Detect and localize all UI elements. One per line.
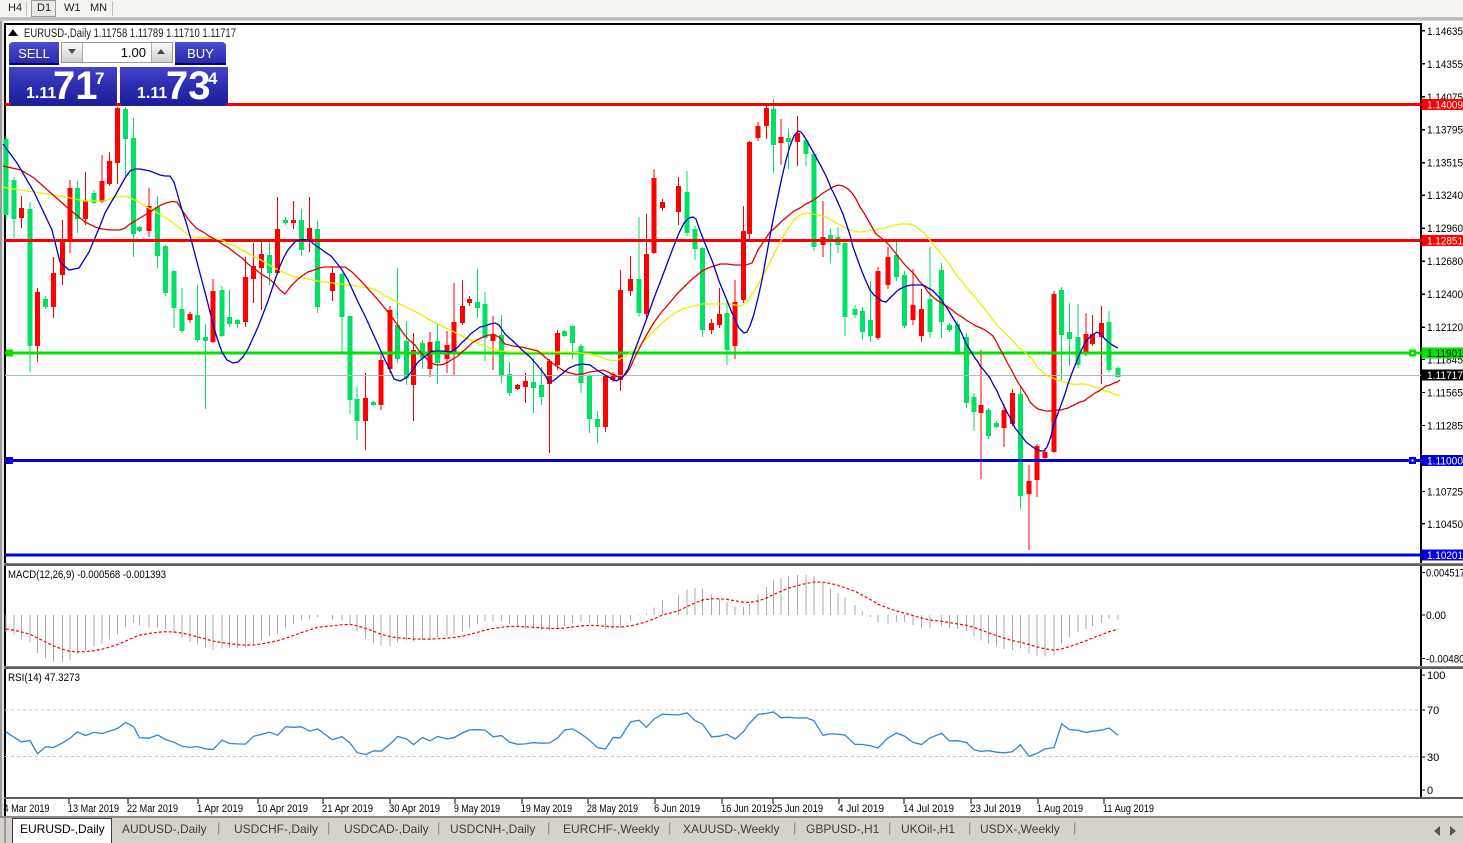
svg-text:70: 70 xyxy=(1427,705,1439,717)
svg-text:30 Apr 2019: 30 Apr 2019 xyxy=(389,803,440,815)
svg-text:1.10725: 1.10725 xyxy=(1427,487,1463,499)
svg-text:1.11285: 1.11285 xyxy=(1427,421,1463,433)
svg-text:1.11717: 1.11717 xyxy=(1427,370,1463,382)
svg-text:1.10201: 1.10201 xyxy=(1427,550,1463,562)
svg-text:1.13515: 1.13515 xyxy=(1427,158,1463,170)
svg-text:25 Jun 2019: 25 Jun 2019 xyxy=(772,803,823,815)
svg-text:9 May 2019: 9 May 2019 xyxy=(454,803,500,815)
svg-text:1 Apr 2019: 1 Apr 2019 xyxy=(197,803,243,815)
svg-text:1.13240: 1.13240 xyxy=(1427,190,1463,202)
svg-text:100: 100 xyxy=(1427,670,1445,682)
svg-text:19 May 2019: 19 May 2019 xyxy=(521,803,572,815)
svg-text:1.12680: 1.12680 xyxy=(1427,256,1463,268)
svg-text:1.11565: 1.11565 xyxy=(1427,388,1463,400)
svg-text:1 Aug 2019: 1 Aug 2019 xyxy=(1037,803,1083,815)
svg-text:0: 0 xyxy=(1427,785,1433,797)
svg-text:1.12400: 1.12400 xyxy=(1427,289,1463,301)
svg-text:1.10450: 1.10450 xyxy=(1427,519,1463,531)
svg-text:4 Mar 2019: 4 Mar 2019 xyxy=(4,803,50,815)
svg-text:0.00: 0.00 xyxy=(1426,610,1446,622)
svg-text:11 Aug 2019: 11 Aug 2019 xyxy=(1103,803,1154,815)
svg-text:MACD(12,26,9) -0.000568 -0.001: MACD(12,26,9) -0.000568 -0.001393 xyxy=(8,569,166,581)
svg-text:21 Apr 2019: 21 Apr 2019 xyxy=(322,803,373,815)
svg-text:16 Jun 2019: 16 Jun 2019 xyxy=(721,803,772,815)
svg-text:30: 30 xyxy=(1427,752,1439,764)
svg-text:13 Mar 2019: 13 Mar 2019 xyxy=(68,803,119,815)
svg-text:1.12960: 1.12960 xyxy=(1427,223,1463,235)
svg-text:1.12120: 1.12120 xyxy=(1427,322,1463,334)
svg-text:-0.004806: -0.004806 xyxy=(1426,654,1463,666)
svg-text:0.004517: 0.004517 xyxy=(1426,568,1463,580)
svg-text:23 Jul 2019: 23 Jul 2019 xyxy=(970,803,1021,815)
svg-text:EURUSD-,Daily 1.11758 1.11789: EURUSD-,Daily 1.11758 1.11789 1.11710 1.… xyxy=(24,28,236,40)
svg-text:1.14635: 1.14635 xyxy=(1427,26,1463,38)
svg-text:1.11901: 1.11901 xyxy=(1427,348,1463,360)
svg-text:1.11000: 1.11000 xyxy=(1427,456,1463,468)
svg-text:1.14355: 1.14355 xyxy=(1427,59,1463,71)
svg-text:6 Jun 2019: 6 Jun 2019 xyxy=(654,803,700,815)
svg-text:22 Mar 2019: 22 Mar 2019 xyxy=(127,803,178,815)
svg-text:4 Jul 2019: 4 Jul 2019 xyxy=(838,803,884,815)
svg-text:1.13795: 1.13795 xyxy=(1427,125,1463,137)
svg-text:10 Apr 2019: 10 Apr 2019 xyxy=(257,803,308,815)
svg-text:1.12851: 1.12851 xyxy=(1427,236,1463,248)
svg-text:28 May 2019: 28 May 2019 xyxy=(587,803,638,815)
svg-text:RSI(14) 47.3273: RSI(14) 47.3273 xyxy=(8,672,80,684)
svg-text:1.14009: 1.14009 xyxy=(1427,100,1463,112)
svg-text:14 Jul 2019: 14 Jul 2019 xyxy=(903,803,954,815)
